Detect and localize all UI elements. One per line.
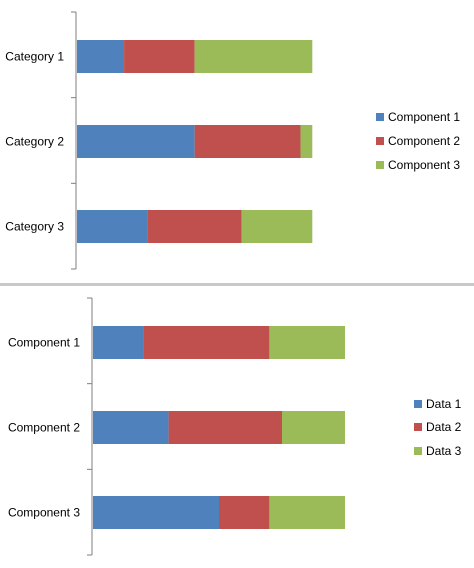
category-label: Category 2 xyxy=(5,135,64,149)
bar-segment xyxy=(93,496,219,529)
legend-label: Data 3 xyxy=(426,444,462,458)
bar-segment xyxy=(269,326,345,359)
bar-segment xyxy=(93,411,169,444)
legend-swatch xyxy=(376,161,384,169)
bar-segment xyxy=(194,40,313,73)
category-label: Category 1 xyxy=(5,50,64,64)
chart-top: Category 1 Category 2 Category 3 Component … xyxy=(5,11,460,270)
chart-bottom: Component 1 Component 2 Component 3 Data 1 D… xyxy=(8,297,462,556)
legend-label: Data 1 xyxy=(426,397,462,411)
legend-swatch xyxy=(376,113,384,121)
category-label: Component 1 xyxy=(8,336,80,350)
bar-segment xyxy=(269,496,345,529)
bar-segment xyxy=(77,125,195,158)
bar-segment xyxy=(219,496,270,529)
legend-label: Component 3 xyxy=(388,158,460,172)
category-label: Component 3 xyxy=(8,506,80,520)
category-label: Component 2 xyxy=(8,421,80,435)
bar-segment xyxy=(124,40,195,73)
category-label: Category 3 xyxy=(5,220,64,234)
legend-swatch xyxy=(414,423,422,431)
bar-segment xyxy=(300,125,313,158)
bar-segment xyxy=(241,210,313,243)
legend-label: Data 2 xyxy=(426,420,462,434)
legend-swatch xyxy=(414,400,422,408)
chart-separator xyxy=(0,283,474,286)
bar-segment xyxy=(143,326,270,359)
bar-segment xyxy=(194,125,301,158)
bar-segment xyxy=(282,411,345,444)
legend-label: Component 1 xyxy=(388,110,460,124)
bar-segment xyxy=(147,210,242,243)
bar-segment xyxy=(168,411,282,444)
legend-swatch xyxy=(376,137,384,145)
bar-segment xyxy=(77,210,148,243)
legend-label: Component 2 xyxy=(388,134,460,148)
bar-segment xyxy=(93,326,144,359)
legend-swatch xyxy=(414,447,422,455)
bar-segment xyxy=(77,40,125,73)
